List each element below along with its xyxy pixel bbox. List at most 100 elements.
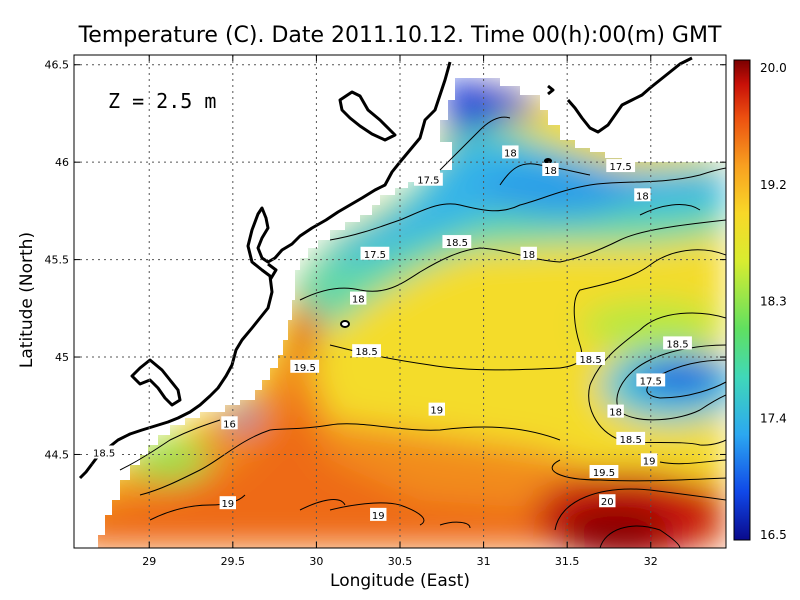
colorbar-gradient — [733, 59, 751, 541]
contour-label-bg — [640, 453, 658, 467]
contour-label: 18 — [542, 162, 559, 177]
x-axis-label: Longitude (East) — [330, 571, 470, 591]
contour-label: 20 — [599, 494, 616, 508]
contour-label: 17.5 — [606, 159, 636, 173]
depth-annotation: Z = 2.5 m — [108, 89, 216, 113]
contour-label: 18 — [350, 291, 367, 306]
contour-label-bg — [607, 404, 624, 418]
x-axis: 29 29.5 30 30.5 31 31.5 32 — [142, 55, 658, 568]
x-tick-label: 31 — [477, 555, 491, 568]
contour-label: 18.5 — [576, 351, 605, 366]
contour-label-bg — [219, 496, 237, 510]
contour-label-bg — [502, 145, 519, 159]
contour-label-bg — [89, 445, 119, 459]
contour-label-bg — [520, 246, 537, 260]
y-tick-label: 44.5 — [45, 448, 70, 461]
contour-label: 19 — [428, 402, 445, 417]
contour-label: 18.5 — [442, 235, 472, 249]
contour-label: 19 — [640, 453, 658, 467]
y-tick-label: 46.5 — [45, 59, 70, 72]
contour-label-text: 20 — [601, 497, 614, 508]
contour-label: 19.5 — [290, 359, 320, 374]
contour-label-bg — [636, 373, 666, 387]
contour-label-text: 18.5 — [93, 449, 115, 460]
y-tick-label: 45 — [55, 351, 69, 364]
y-tick-label: 46 — [55, 156, 69, 169]
contour-label-bg — [428, 402, 445, 416]
contour-label: 18.5 — [89, 445, 119, 460]
colorbar-tick-label: 16.5 — [760, 528, 787, 542]
contour-label-bg — [350, 291, 367, 305]
contour-label-bg — [616, 431, 646, 445]
contour-label-bg — [414, 172, 443, 186]
contour-label-text: 18.5 — [579, 355, 601, 366]
contour-label-text: 18.5 — [620, 435, 642, 446]
contour-label-bg — [442, 235, 472, 249]
contour-label: 19.5 — [589, 465, 619, 479]
grid-lines — [74, 55, 726, 548]
contour-label-text: 19.5 — [294, 363, 316, 374]
contour-label-bg — [576, 351, 605, 365]
contour-label-bg — [290, 359, 320, 373]
contour-label-text: 18.5 — [355, 347, 377, 358]
contour-label: 18 — [634, 188, 651, 202]
colorbar-ticks: 16.5 17.4 18.3 19.2 20.0 — [760, 61, 787, 542]
contour-label-bg — [221, 416, 238, 430]
contour-label-bg — [663, 336, 692, 350]
plot-area: 18 18 17.5 17.5 18 18.5 18 17.5 18 18.5 18.5 18.5 17… — [74, 55, 726, 548]
x-tick-label: 32 — [644, 555, 658, 568]
contour-label-text: 18 — [522, 250, 535, 261]
contour-label-text: 18 — [544, 166, 557, 177]
chart-title: Temperature (C). Date 2011.10.12. Time 0… — [78, 23, 722, 48]
x-tick-label: 29 — [142, 555, 156, 568]
y-axis: 44.5 45 45.5 46 46.5 — [45, 59, 726, 461]
x-tick-label: 30.5 — [388, 555, 413, 568]
contour-label: 16 — [221, 416, 238, 430]
contour-label-text: 17.5 — [610, 162, 632, 173]
contour-label: 18 — [502, 145, 519, 159]
contour-label-text: 18.5 — [666, 339, 688, 350]
contour-label-bg — [606, 159, 636, 173]
contour-label-text: 19 — [643, 456, 656, 467]
coastline — [78, 56, 693, 480]
contour-label-text: 18 — [609, 408, 622, 419]
contour-label: 17.5 — [636, 373, 666, 387]
contour-label: 17.5 — [414, 172, 443, 187]
contour-label: 19 — [370, 507, 387, 522]
contour-label-text: 19 — [221, 499, 234, 510]
colorbar-tick-label: 18.3 — [760, 295, 787, 309]
contour-label-text: 16 — [223, 419, 236, 430]
contour-label-bg — [360, 246, 390, 260]
contour-label: 18.5 — [352, 344, 381, 358]
contour-label-bg — [634, 188, 651, 202]
x-tick-label: 31.5 — [555, 555, 580, 568]
colorbar: 16.5 17.4 18.3 19.2 20.0 — [733, 59, 787, 542]
contour-label: 18 — [520, 246, 537, 261]
contour-label-text: 19 — [430, 406, 443, 417]
contour-label-text: 19 — [372, 511, 385, 522]
x-tick-label: 29.5 — [221, 555, 246, 568]
contour-label: 18.5 — [663, 336, 692, 350]
contour-label: 18 — [607, 404, 624, 419]
contour-label: 18.5 — [616, 431, 646, 446]
contour-label-bg — [352, 344, 381, 358]
contour-label-text: 18 — [636, 191, 649, 202]
colorbar-tick-label: 17.4 — [760, 411, 787, 425]
contour-label: 17.5 — [360, 246, 390, 261]
contour-label: 19 — [219, 496, 237, 510]
contour-label-text: 18 — [504, 148, 517, 159]
land-mask — [74, 55, 726, 548]
y-axis-label: Latitude (North) — [17, 232, 37, 368]
contour-label-text: 17.5 — [364, 250, 386, 261]
contour-label-bg — [589, 465, 619, 479]
contour-label-group: 18 18 17.5 17.5 18 18.5 18 17.5 18 18.5 18.5 18.5 17… — [89, 145, 692, 522]
y-tick-label: 45.5 — [45, 254, 70, 267]
colorbar-tick-label: 19.2 — [760, 178, 787, 192]
contour-label-text: 18 — [352, 295, 365, 306]
contour-label-text: 19.5 — [593, 468, 615, 479]
contour-label-bg — [370, 507, 387, 521]
contour-label-text: 18.5 — [446, 238, 468, 249]
contour-label-text: 17.5 — [640, 376, 662, 387]
x-tick-label: 30 — [309, 555, 323, 568]
